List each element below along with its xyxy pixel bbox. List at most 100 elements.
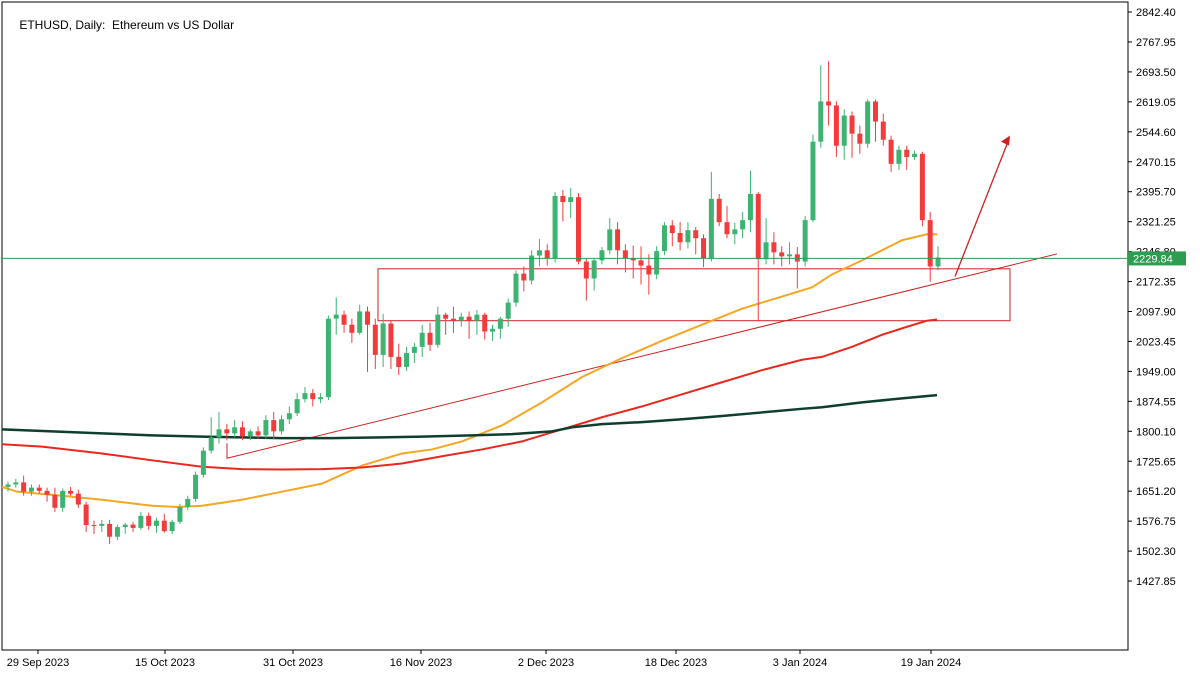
candle-body [576, 197, 582, 262]
candle-body [661, 225, 667, 252]
candle-body [458, 316, 464, 321]
candle-body [677, 233, 683, 243]
candle-body [755, 193, 761, 260]
x-tick-label: 15 Oct 2023 [135, 657, 195, 669]
candle-body [325, 318, 331, 398]
candle-body [615, 229, 621, 251]
candle-body [341, 314, 347, 325]
y-tick-label: 2395.70 [1136, 187, 1176, 199]
candle-body [904, 149, 910, 157]
candle-body [185, 498, 191, 507]
y-tick-label: 1576.75 [1136, 516, 1176, 528]
y-tick-label: 2321.25 [1136, 217, 1176, 229]
candle-body [849, 115, 855, 134]
y-tick-label: 1651.20 [1136, 486, 1176, 498]
current-price-badge [1128, 251, 1186, 266]
candle-body [818, 101, 824, 142]
candle-body [724, 222, 730, 235]
candle-body [701, 238, 707, 259]
x-tick-label: 16 Nov 2023 [390, 657, 452, 669]
candle-body [872, 101, 878, 122]
candle-body [474, 314, 480, 321]
candle-body [521, 273, 527, 281]
candle-body [380, 323, 386, 355]
candle-body [372, 324, 378, 355]
candle-body [216, 429, 222, 438]
candle-body [497, 318, 503, 329]
y-tick-label: 2767.95 [1136, 37, 1176, 49]
candle-body [310, 393, 316, 400]
candle-body [200, 450, 206, 475]
symbol-label: ETHUSD [19, 18, 69, 32]
candle-body [716, 198, 722, 223]
candle-body [833, 105, 839, 146]
candle-body [529, 255, 535, 281]
candle-body [669, 225, 675, 234]
candle-body [232, 427, 238, 434]
candle-body [138, 515, 144, 528]
candle-body [740, 220, 746, 230]
candle-body [763, 242, 769, 260]
candle-body [247, 431, 253, 437]
candle-body [810, 141, 816, 221]
candle-body [5, 484, 11, 487]
candle-body [857, 133, 863, 144]
forecast-arrow-line [954, 141, 1009, 277]
candle-body [411, 346, 417, 353]
x-tick-label: 31 Oct 2023 [263, 657, 323, 669]
candle-body [286, 413, 292, 420]
chart-title: ETHUSD, Daily: Ethereum vs US Dollar [6, 4, 234, 46]
candle-body [36, 487, 42, 491]
candle-body [146, 515, 152, 526]
x-tick-label: 18 Dec 2023 [645, 657, 707, 669]
candle-body [177, 506, 183, 522]
candle-body [122, 524, 128, 528]
candle-body [747, 193, 753, 221]
candle-body [396, 356, 402, 367]
y-tick-label: 2842.40 [1136, 7, 1176, 19]
candle-body [435, 314, 441, 345]
candle-body [654, 251, 660, 275]
title-sep: , [68, 18, 76, 32]
candle-body [294, 399, 300, 414]
candle-body [466, 316, 472, 321]
x-tick-label: 2 Dec 2023 [518, 657, 574, 669]
candle-body [419, 332, 425, 347]
plot-frame [1, 1, 1129, 651]
candle-body [271, 420, 277, 432]
candle-body [75, 493, 81, 505]
candle-body [60, 490, 66, 508]
candle-body [927, 220, 933, 267]
candle-body [21, 482, 27, 492]
candle-body [841, 115, 847, 146]
candle-body [638, 260, 644, 266]
candle-body [568, 197, 574, 203]
candle-body [802, 220, 808, 262]
candle-body [513, 273, 519, 303]
y-tick-label: 1800.10 [1136, 426, 1176, 438]
y-tick-label: 2619.05 [1136, 97, 1176, 109]
y-tick-label: 2470.15 [1136, 157, 1176, 169]
candle-body [536, 250, 542, 256]
candle-body [169, 521, 175, 532]
y-tick-label: 1874.55 [1136, 396, 1176, 408]
candle-body [404, 352, 410, 367]
candle-body [114, 527, 120, 537]
candle-body [560, 196, 566, 203]
candle-body [732, 229, 738, 235]
candle-body [482, 314, 488, 332]
current-price-label: 2229.84 [1133, 253, 1173, 265]
candle-body [239, 427, 245, 437]
candle-body [896, 149, 902, 164]
candle-body [161, 520, 167, 532]
y-tick-label: 1949.00 [1136, 366, 1176, 378]
candle-body [208, 437, 214, 451]
candle-body [83, 504, 89, 526]
candle-body [826, 101, 832, 106]
ma-slow-line [1, 393, 938, 440]
candle-body [935, 257, 941, 267]
candle-body [357, 311, 363, 333]
candle-body [130, 524, 136, 528]
